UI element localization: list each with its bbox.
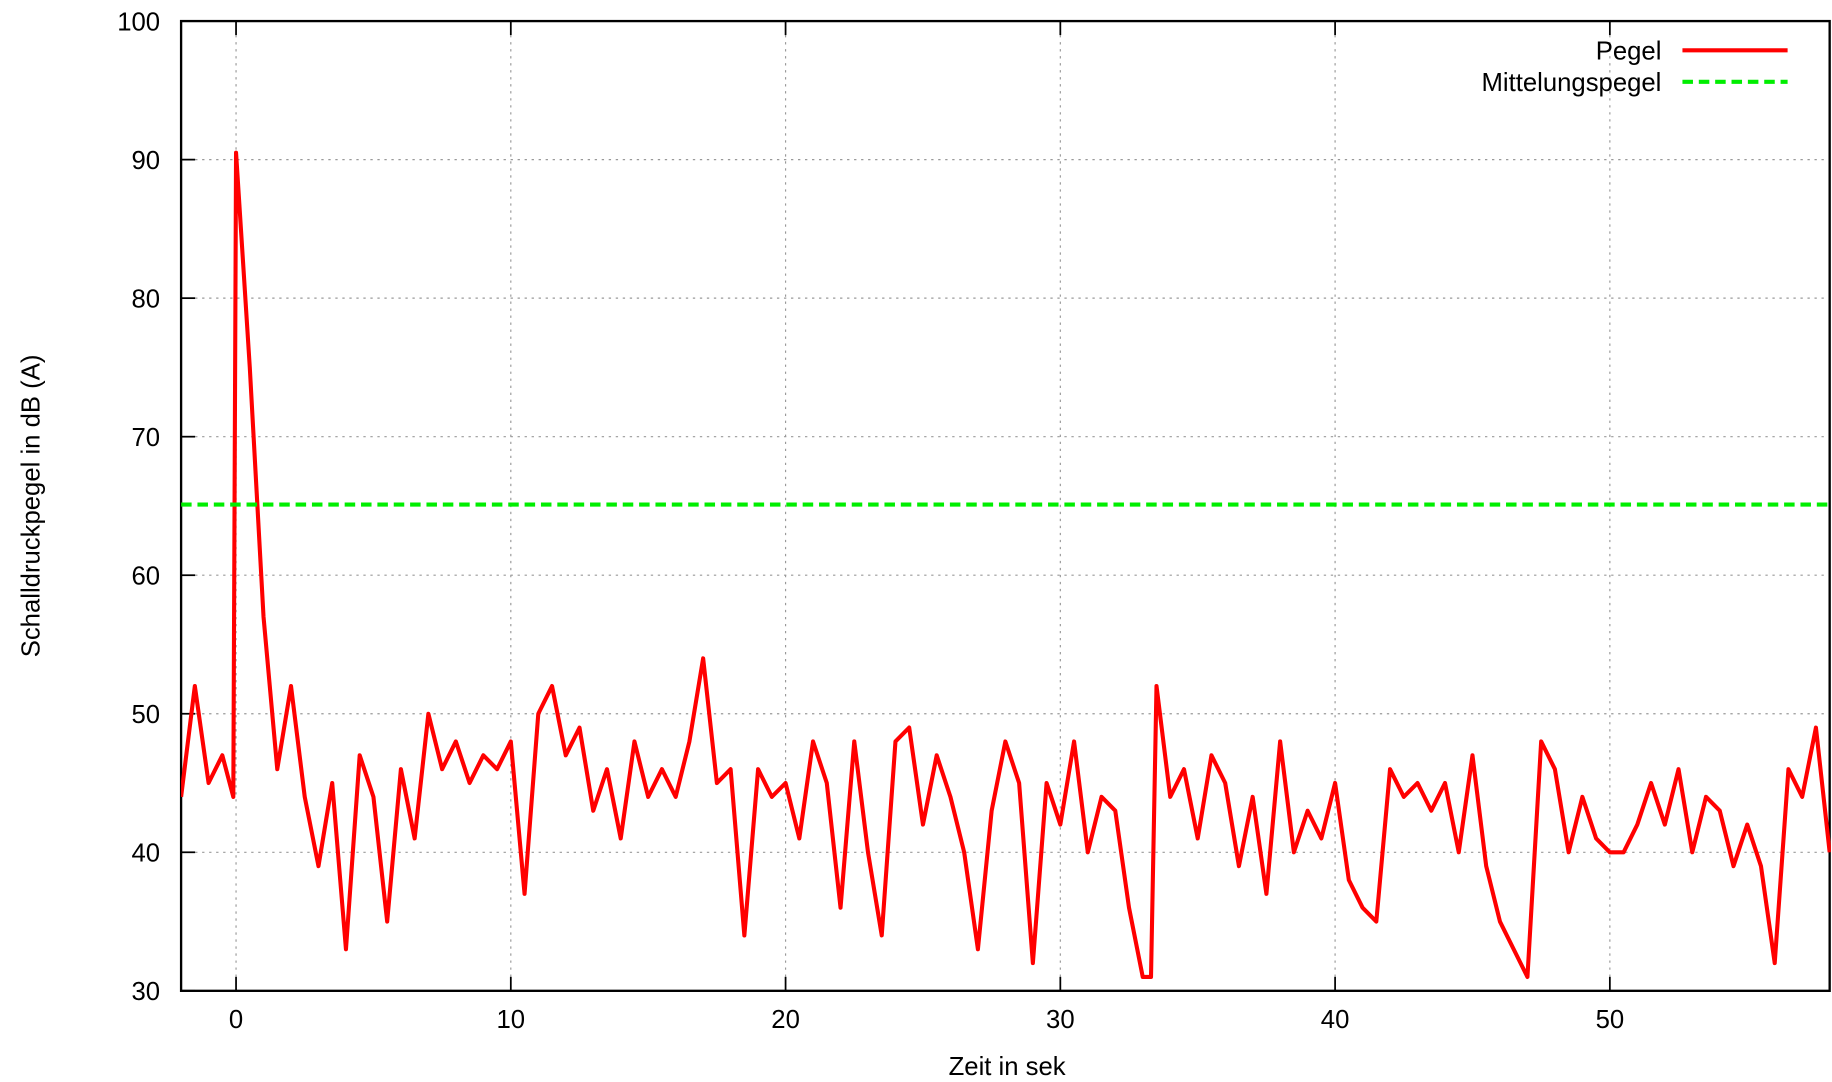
y-axis-label: Schalldruckpegel in dB (A) bbox=[18, 355, 46, 658]
x-tick-label: 50 bbox=[1596, 1006, 1625, 1034]
y-tick-label: 40 bbox=[131, 840, 160, 868]
x-tick-label: 40 bbox=[1321, 1006, 1350, 1034]
plot-area bbox=[181, 150, 1831, 980]
y-tick-label: 90 bbox=[131, 147, 160, 175]
x-tick-label: 30 bbox=[1046, 1006, 1075, 1034]
x-tick-label: 0 bbox=[229, 1006, 243, 1034]
y-tick-label: 100 bbox=[117, 8, 160, 36]
y-tick-label: 80 bbox=[131, 285, 160, 313]
x-tick-label: 10 bbox=[497, 1006, 526, 1034]
legend-label: Pegel bbox=[1596, 38, 1662, 66]
y-tick-label: 60 bbox=[131, 563, 160, 591]
y-tick-label: 70 bbox=[131, 424, 160, 452]
legend-label: Mittelungspegel bbox=[1481, 69, 1661, 97]
x-tick-label: 20 bbox=[771, 1006, 800, 1034]
line-series bbox=[181, 150, 1831, 980]
y-tick-label: 30 bbox=[131, 978, 160, 1006]
x-axis-label: Zeit in sek bbox=[949, 1053, 1066, 1081]
y-tick-label: 50 bbox=[131, 701, 160, 729]
